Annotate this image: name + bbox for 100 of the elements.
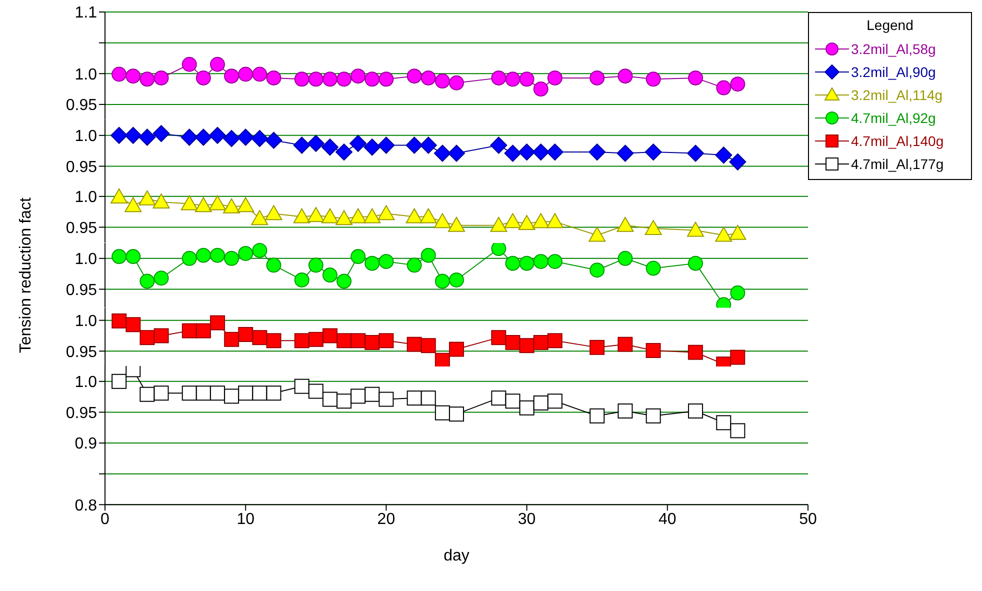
legend-label: 3.2mil_Al,58g	[851, 40, 936, 56]
point	[140, 274, 155, 289]
point	[518, 215, 536, 230]
point	[420, 136, 437, 154]
point	[406, 336, 422, 352]
y-tick-label: 0.9	[74, 436, 98, 454]
point	[688, 344, 703, 360]
point	[210, 248, 225, 263]
legend-label: 4.7mil_Al,140g	[851, 132, 944, 148]
point	[308, 332, 324, 347]
point	[364, 138, 381, 156]
y-tick-label: 1.0	[74, 128, 98, 145]
point	[110, 188, 128, 204]
point	[491, 70, 506, 86]
point	[688, 70, 704, 86]
point	[434, 214, 451, 229]
point	[294, 379, 310, 394]
point	[448, 144, 465, 162]
point	[124, 126, 142, 144]
point	[196, 248, 211, 263]
point	[378, 332, 394, 348]
point	[322, 268, 338, 283]
point	[434, 352, 450, 366]
point	[266, 386, 282, 401]
point	[378, 72, 394, 87]
point	[308, 72, 324, 87]
point	[196, 386, 211, 401]
point	[688, 404, 704, 419]
point	[321, 138, 338, 156]
y-tick-label: 1.1	[74, 4, 98, 22]
point	[420, 70, 436, 86]
point	[716, 416, 732, 431]
x-tick-label: 20	[377, 511, 396, 528]
point	[194, 128, 212, 146]
point	[152, 124, 170, 142]
point	[533, 396, 548, 411]
point	[350, 389, 366, 404]
point	[350, 68, 366, 84]
y-tick-label: 0.8	[74, 498, 98, 515]
point	[265, 206, 282, 221]
point	[547, 332, 562, 348]
point	[308, 258, 324, 273]
point	[730, 424, 746, 439]
point	[730, 286, 746, 301]
point	[223, 130, 240, 147]
point	[449, 75, 464, 90]
point	[336, 143, 353, 160]
y-tick-label: 0.95	[66, 220, 98, 238]
x-tick-label: 0	[100, 511, 110, 528]
point	[448, 217, 465, 232]
point	[618, 336, 633, 352]
point	[449, 272, 464, 288]
point	[434, 406, 450, 421]
point	[238, 386, 254, 401]
point	[180, 128, 198, 146]
point	[618, 68, 633, 84]
point	[546, 143, 564, 160]
point	[238, 246, 254, 262]
point	[618, 404, 633, 419]
point	[210, 386, 225, 401]
point	[646, 342, 661, 358]
point	[547, 70, 562, 86]
point	[210, 315, 226, 330]
point	[646, 260, 661, 276]
x-tick-label: 50	[799, 511, 817, 528]
y-tick-label: 1.0	[74, 190, 98, 207]
point	[336, 332, 352, 348]
point	[715, 227, 732, 242]
point	[252, 386, 268, 401]
y-axis-title: Tension reduction fact	[18, 197, 35, 354]
legend-title: Legend	[866, 17, 914, 33]
point	[154, 328, 169, 344]
point	[336, 72, 352, 87]
point	[547, 254, 562, 270]
point	[378, 136, 395, 154]
point	[110, 126, 128, 144]
point	[293, 136, 310, 154]
point	[588, 227, 606, 242]
point	[138, 128, 156, 146]
point	[182, 386, 197, 401]
legend-label: 3.2mil_Al,90g	[851, 64, 936, 80]
point	[420, 208, 437, 224]
point	[729, 153, 746, 170]
point	[266, 70, 282, 86]
point	[294, 332, 310, 348]
point	[112, 313, 127, 328]
point	[504, 144, 522, 162]
y-tick-label: 0.95	[66, 405, 98, 422]
point	[644, 220, 662, 236]
point	[223, 198, 240, 214]
point	[238, 66, 254, 82]
point	[294, 272, 310, 288]
point	[307, 207, 324, 222]
point	[616, 144, 634, 162]
point	[434, 274, 450, 289]
point	[321, 208, 338, 224]
x-tick-label: 30	[518, 511, 536, 528]
point	[688, 256, 704, 271]
point	[350, 249, 366, 264]
point	[210, 56, 225, 72]
